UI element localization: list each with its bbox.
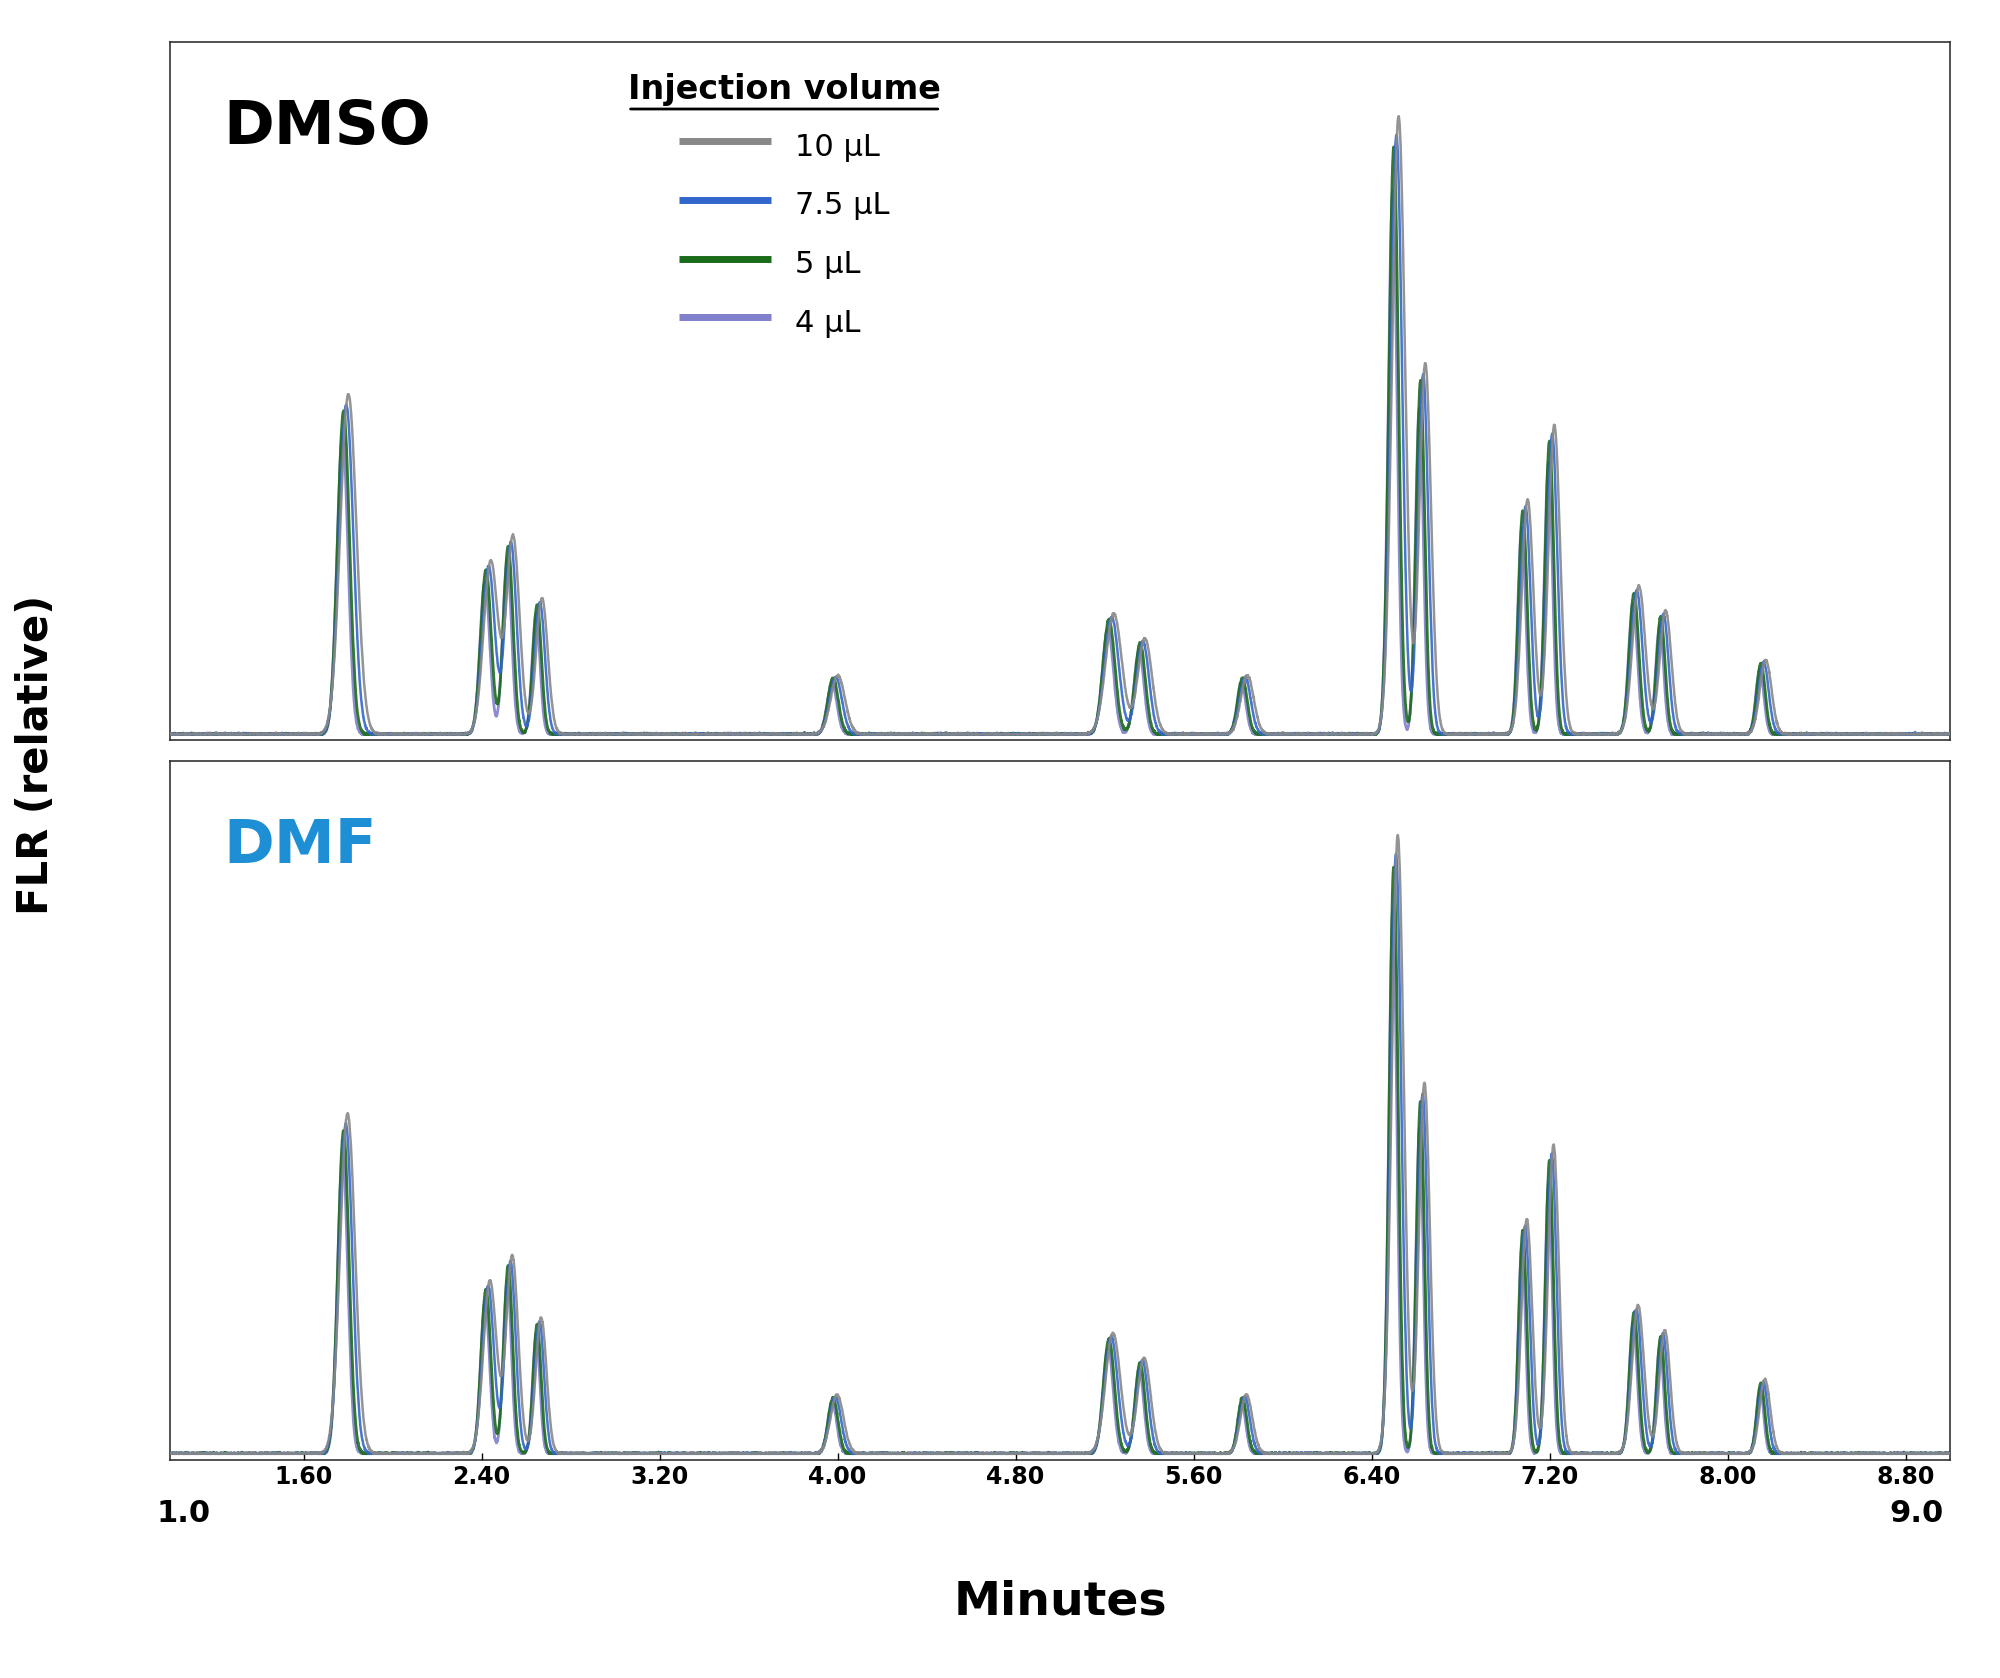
Text: 9.0: 9.0 xyxy=(1890,1498,1944,1529)
Text: DMSO: DMSO xyxy=(224,97,432,156)
Text: 1.0: 1.0 xyxy=(156,1498,210,1529)
Text: Minutes: Minutes xyxy=(954,1581,1166,1624)
Text: DMF: DMF xyxy=(224,817,376,876)
Text: FLR (relative): FLR (relative) xyxy=(14,596,58,915)
Legend: 10 μL, 7.5 μL, 5 μL, 4 μL: 10 μL, 7.5 μL, 5 μL, 4 μL xyxy=(612,57,956,356)
